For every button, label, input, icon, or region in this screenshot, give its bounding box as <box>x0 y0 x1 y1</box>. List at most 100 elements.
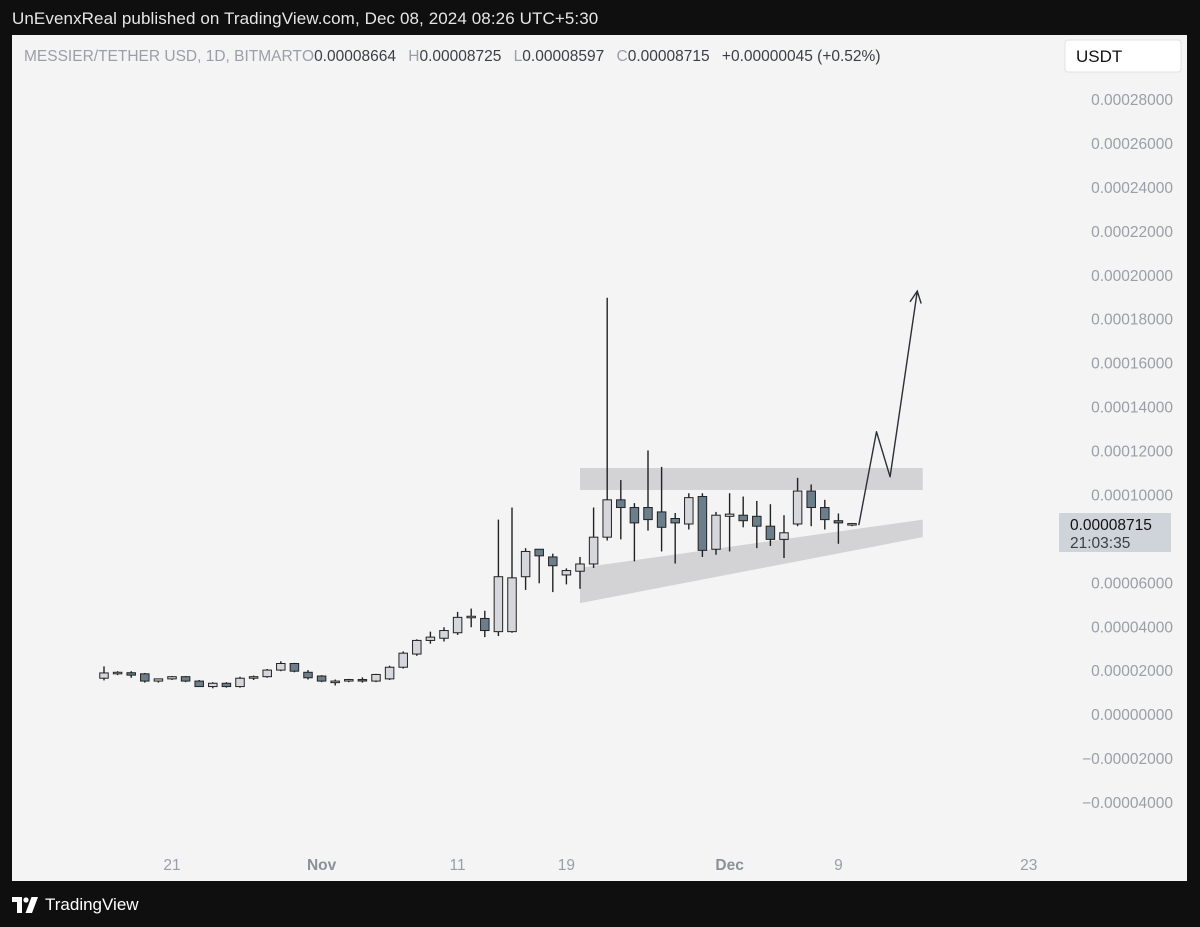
candle-body <box>602 499 612 538</box>
published-line: UnEvenxReal published on TradingView.com… <box>12 9 599 28</box>
legend-ohlc: O0.00008664 H0.00008725 L0.00008597 C0.0… <box>302 48 880 65</box>
candle-body <box>765 525 776 540</box>
candle <box>711 511 721 555</box>
change-value: +0.00000045 (+0.52%) <box>722 48 881 65</box>
y-tick-label: 0.00000000 <box>1091 707 1173 724</box>
candle-body <box>684 497 694 525</box>
candle <box>684 493 694 530</box>
candle-body <box>752 515 762 527</box>
candle-body <box>480 617 490 632</box>
candle-body <box>248 676 259 679</box>
candle <box>507 507 517 633</box>
candle-body <box>167 676 177 680</box>
candle-body <box>452 616 463 634</box>
low-value: 0.00008597 <box>522 48 604 65</box>
candle <box>344 678 354 683</box>
candle-body <box>575 563 585 572</box>
x-tick-label: 9 <box>834 857 843 874</box>
currency-selector[interactable]: USDT <box>1064 39 1182 73</box>
candle-body <box>820 507 830 521</box>
candle-body <box>670 518 680 524</box>
tradingview-logo-icon <box>12 897 38 913</box>
candle <box>847 523 857 527</box>
close-value: 0.00008715 <box>628 48 710 65</box>
candle-body <box>262 669 272 678</box>
candle <box>534 548 544 584</box>
candle <box>452 611 463 635</box>
candles-layer <box>99 297 857 689</box>
chart-panel[interactable]: MESSIER/TETHER USD, 1D, BITMART O0.00008… <box>12 35 1187 881</box>
candle-body <box>792 490 803 525</box>
candle-body <box>289 662 300 672</box>
candle-body <box>711 514 721 550</box>
candle <box>820 499 830 530</box>
support-channel <box>580 519 923 604</box>
candle <box>561 568 572 585</box>
candle-body <box>140 673 150 682</box>
candle-body <box>629 507 640 524</box>
candle-body <box>371 673 381 682</box>
resistance-zone <box>580 467 923 490</box>
candle-body <box>112 671 123 675</box>
candle-body <box>806 490 816 509</box>
candle <box>221 682 232 688</box>
candle <box>330 679 340 686</box>
x-tick-label: 11 <box>450 857 466 874</box>
candle <box>670 513 680 564</box>
projection-arrowhead-icon <box>909 289 922 304</box>
last-price-label: 0.00008715 21:03:35 <box>1059 513 1171 552</box>
candle <box>752 500 762 549</box>
candle-body <box>235 677 245 688</box>
candle-body <box>194 680 204 688</box>
candle-body <box>344 679 354 682</box>
candle <box>126 671 136 678</box>
candlestick-chart[interactable]: MESSIER/TETHER USD, 1D, BITMART O0.00008… <box>12 35 1187 881</box>
candle-body <box>561 570 572 576</box>
time-axis: 21 Nov 11 19 Dec 9 23 <box>163 857 1037 874</box>
candle <box>616 480 626 540</box>
candle <box>316 675 327 683</box>
candle <box>602 297 612 541</box>
y-tick-label: 0.00014000 <box>1091 400 1173 417</box>
candle-body <box>520 550 531 578</box>
candle-body <box>303 671 313 679</box>
candle <box>833 513 844 544</box>
y-tick-label: −0.00004000 <box>1082 795 1173 812</box>
y-tick-label: 0.00018000 <box>1091 312 1173 329</box>
close-label: C <box>617 48 628 65</box>
currency-label: USDT <box>1076 47 1122 66</box>
high-value: 0.00008725 <box>419 48 501 65</box>
projection-path <box>858 291 918 526</box>
brand-name: TradingView <box>45 895 139 914</box>
candle <box>180 676 191 683</box>
high-label: H <box>408 48 419 65</box>
candle-body <box>276 662 286 671</box>
projection-layer <box>858 289 922 526</box>
candle <box>112 671 123 676</box>
candle-body <box>548 556 558 567</box>
candle <box>765 504 776 546</box>
x-tick-label: Dec <box>715 857 744 874</box>
candle-body <box>384 666 395 680</box>
candle <box>194 679 204 688</box>
candle-body <box>534 548 544 557</box>
candle-body <box>588 536 599 565</box>
candle <box>235 676 245 688</box>
y-tick-label: 0.00002000 <box>1091 663 1173 680</box>
y-tick-label: 0.00016000 <box>1091 356 1173 373</box>
candle-body <box>493 576 504 633</box>
y-tick-label: 0.00028000 <box>1091 92 1173 109</box>
candle <box>303 670 313 680</box>
legend-symbol: MESSIER/TETHER USD, 1D, BITMART <box>24 48 302 65</box>
candle <box>466 608 476 628</box>
footer-brand[interactable]: TradingView <box>12 893 139 917</box>
countdown-timer: 21:03:35 <box>1070 535 1130 552</box>
x-tick-label: 19 <box>558 857 575 874</box>
candle-body <box>779 532 789 540</box>
y-tick-label: 0.00004000 <box>1091 619 1173 636</box>
candle <box>697 493 708 557</box>
open-value: 0.00008664 <box>314 48 396 65</box>
candle-body <box>833 520 844 524</box>
candle-body <box>330 680 340 684</box>
candle <box>520 548 531 590</box>
